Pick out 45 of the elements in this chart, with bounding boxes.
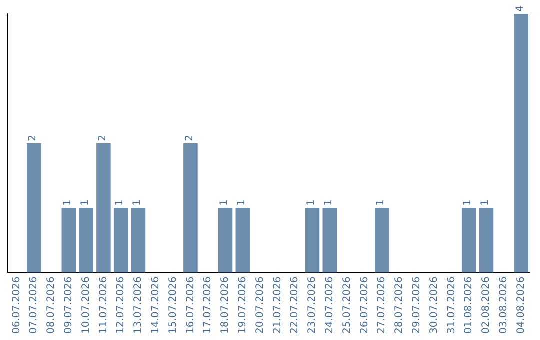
x-tick-label: 29.07.2026 (411, 276, 422, 334)
x-tick-label: 06.07.2026 (11, 276, 22, 334)
data-label: 4 (514, 6, 526, 12)
x-tick-label: 25.07.2026 (342, 276, 353, 334)
x-tick-label: 02.08.2026 (481, 276, 492, 334)
x-tick-label: 11.07.2026 (98, 276, 110, 334)
data-label: 1 (376, 200, 387, 206)
x-tick-label: 17.07.2026 (202, 276, 214, 334)
x-tick-label: 13.07.2026 (133, 276, 144, 334)
x-tick-label: 19.07.2026 (237, 276, 248, 334)
data-label: 1 (62, 200, 74, 206)
data-label: 1 (323, 200, 334, 206)
x-tick-label: 04.08.2026 (516, 276, 527, 334)
data-label: 1 (114, 200, 126, 206)
data-label: 2 (184, 134, 196, 142)
x-tick-label: 22.07.2026 (290, 276, 301, 334)
x-tick-label: 12.07.2026 (116, 276, 127, 334)
x-tick-label: 24.07.2026 (324, 276, 336, 334)
data-label: 1 (306, 200, 318, 206)
x-tick-label: 14.07.2026 (150, 276, 162, 334)
x-tick-label: 03.08.2026 (498, 276, 510, 334)
data-label: 1 (462, 200, 474, 206)
x-tick-label: 01.08.2026 (464, 276, 475, 334)
data-label: 2 (97, 134, 108, 142)
x-tick-label: 15.07.2026 (168, 276, 179, 334)
x-tick-label: 27.07.2026 (376, 276, 388, 334)
x-tick-label: 28.07.2026 (394, 276, 406, 334)
data-label: 1 (219, 200, 230, 206)
x-tick-label: 23.07.2026 (307, 276, 318, 334)
x-tick-label: 31.07.2026 (446, 276, 458, 334)
data-label: 1 (480, 200, 492, 206)
x-tick-label: 07.07.2026 (28, 276, 40, 334)
x-tick-label: 09.07.2026 (63, 276, 74, 334)
x-tick-label: 16.07.2026 (185, 276, 196, 334)
x-tick-label: 18.07.2026 (220, 276, 232, 334)
x-tick-label: 30.07.2026 (428, 276, 440, 334)
data-label: 1 (80, 200, 91, 206)
x-tick-label: 21.07.2026 (272, 276, 284, 334)
x-tick-label: 20.07.2026 (254, 276, 266, 334)
x-tick-label: 10.07.2026 (80, 276, 92, 334)
data-label: 2 (28, 134, 39, 142)
x-tick-label: 26.07.2026 (359, 276, 370, 334)
x-tick-label: 08.07.2026 (46, 276, 58, 334)
data-label: 1 (236, 200, 248, 206)
data-label: 1 (132, 200, 144, 206)
